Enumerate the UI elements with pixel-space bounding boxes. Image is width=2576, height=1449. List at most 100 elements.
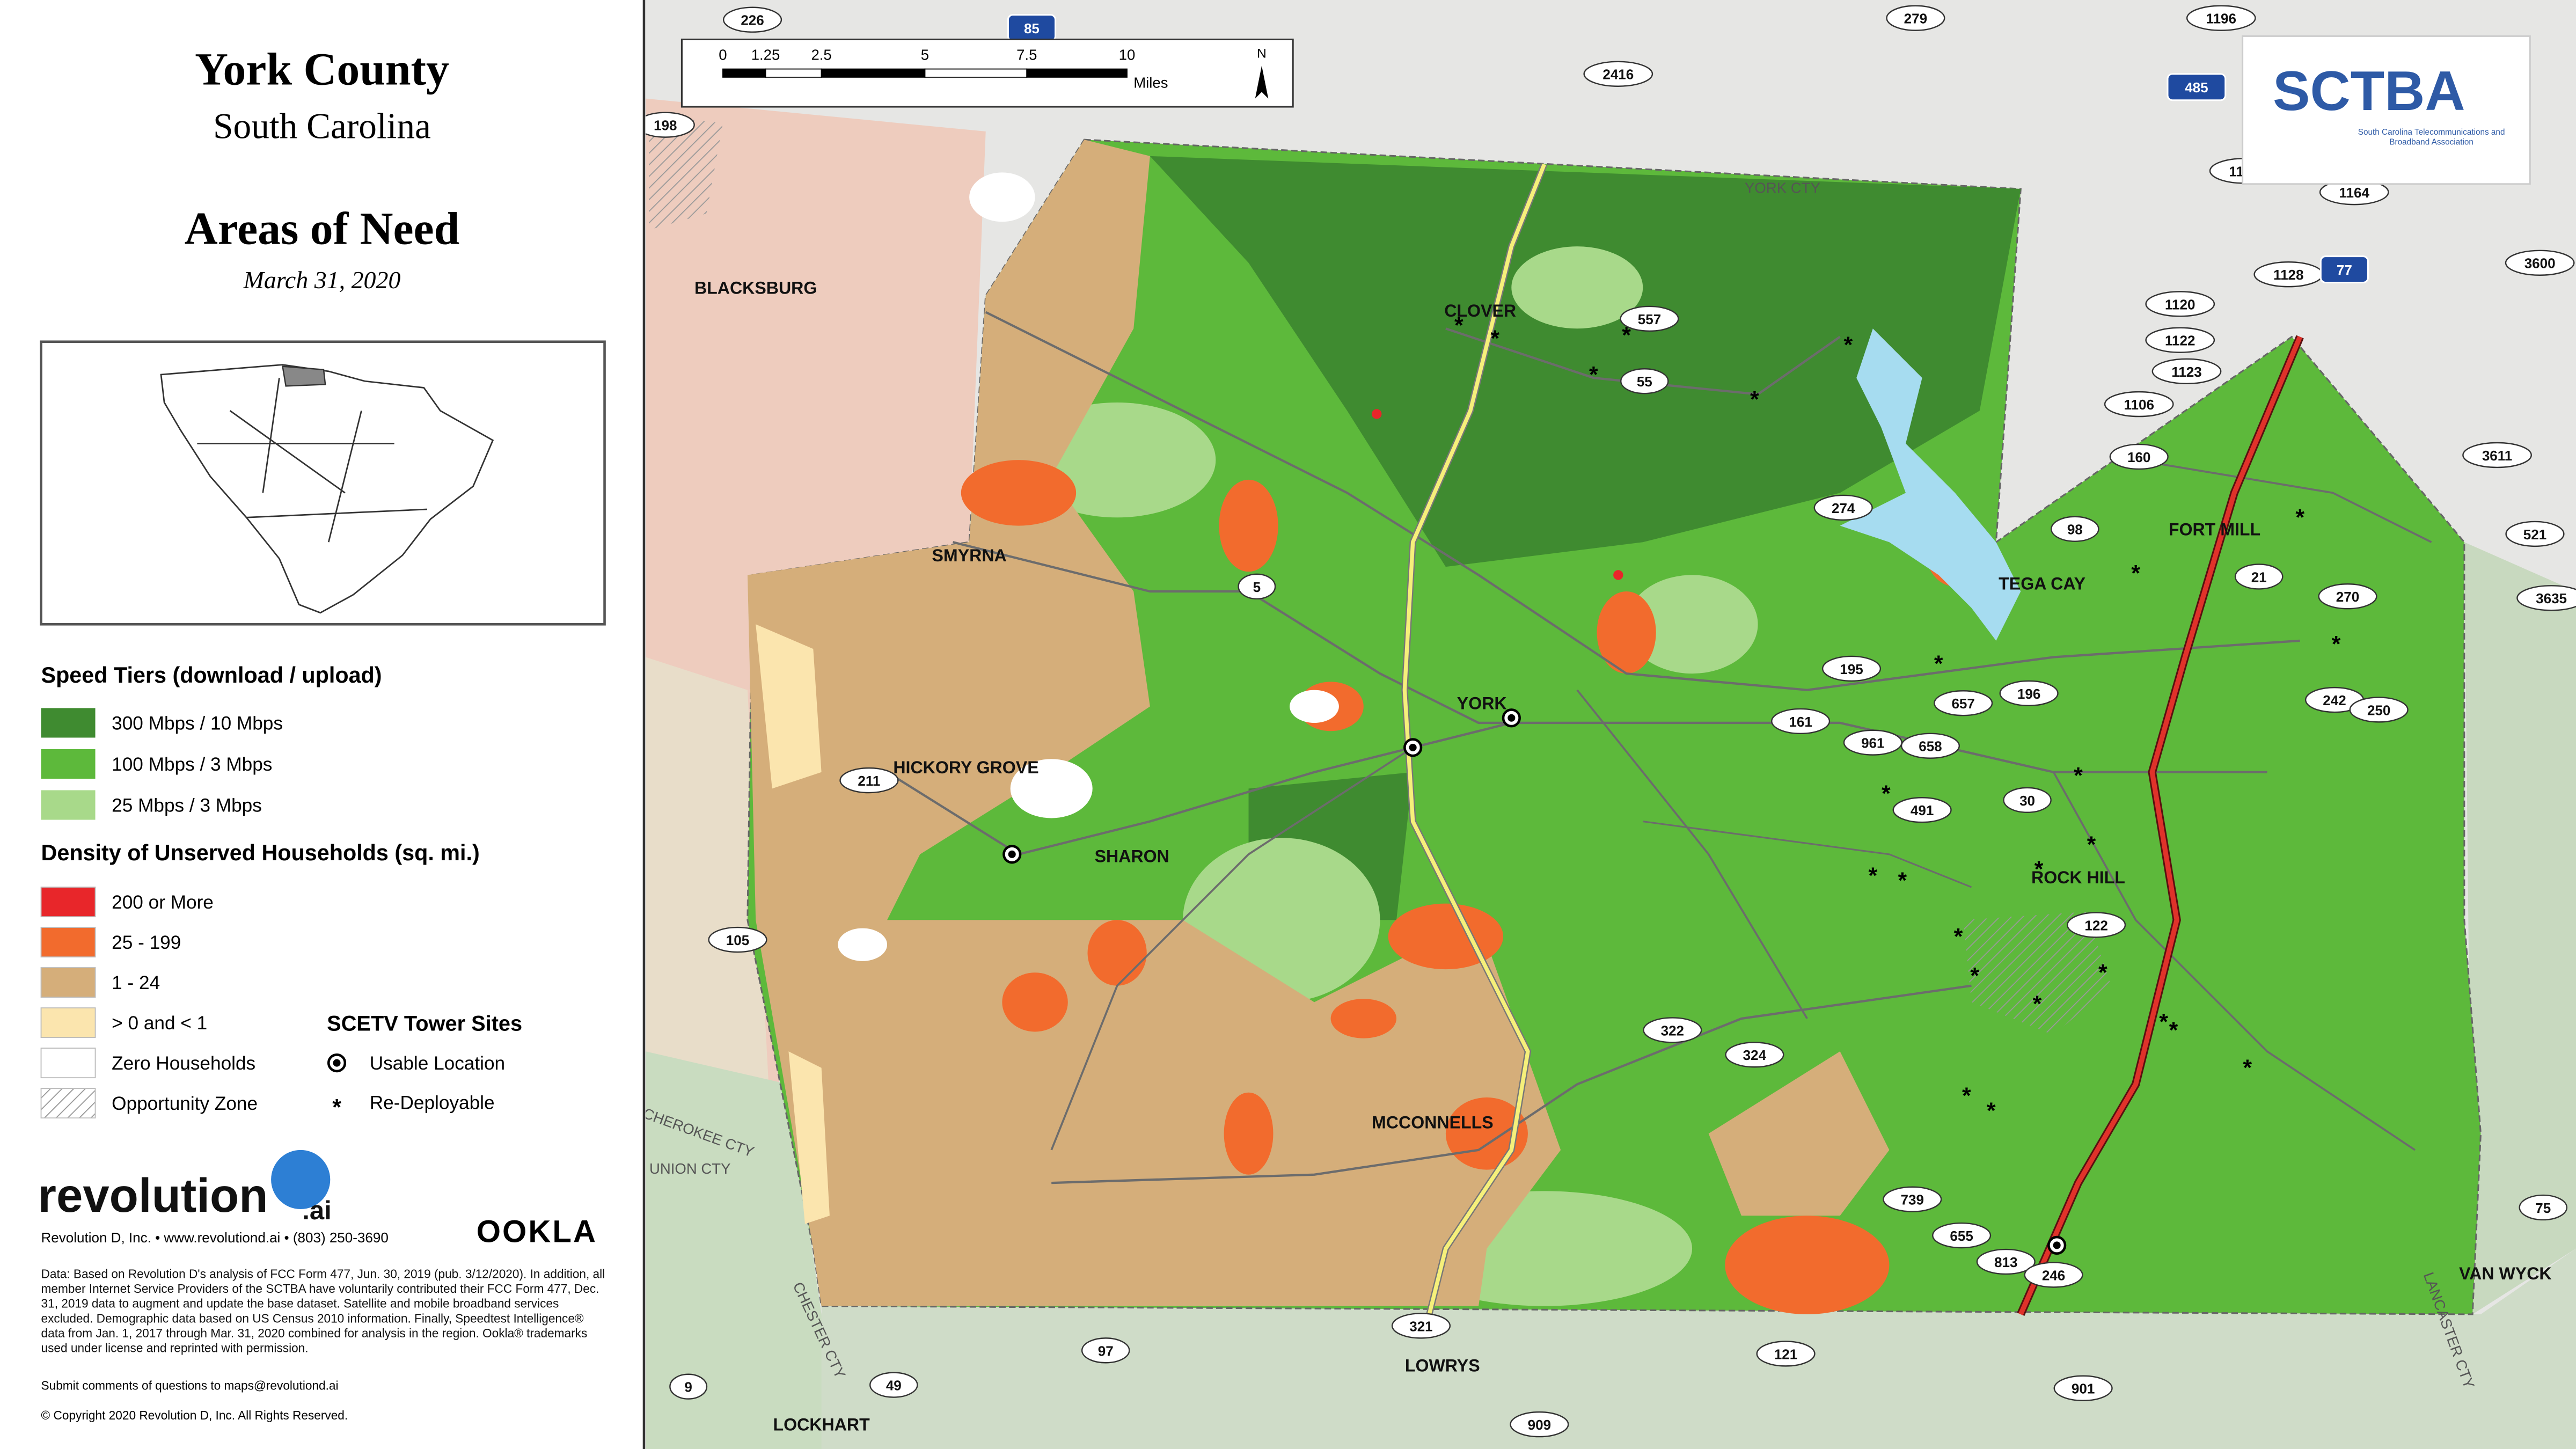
route-shield	[2167, 73, 2227, 101]
road	[1576, 689, 1808, 1019]
place-label: TEGA CAY	[1999, 574, 2085, 593]
route-number: 961	[1861, 735, 1884, 751]
tower-usable-icon	[333, 1059, 341, 1067]
density-25-199	[1002, 972, 1068, 1032]
brand-d	[271, 1150, 331, 1210]
route-number: 1164	[2339, 185, 2370, 201]
scale-segment	[765, 68, 822, 78]
zero-households	[1010, 759, 1093, 818]
re-deployable: *	[1882, 781, 1891, 807]
density-swatch	[40, 887, 96, 918]
route-shield	[1999, 680, 2059, 707]
route-shield	[1620, 305, 1679, 332]
density-title: Density of Unserved Households (sq. mi.)	[41, 840, 480, 865]
scale-segment	[1026, 68, 1128, 78]
route-number: 274	[1832, 500, 1855, 516]
place-label: BLACKSBURG	[694, 278, 817, 297]
re-deployable: *	[2035, 857, 2044, 882]
route-shield	[669, 1373, 708, 1400]
place-label: ROCK HILL	[2031, 868, 2125, 887]
re-deployable: *	[1898, 868, 1907, 894]
route-number: 55	[1637, 374, 1652, 390]
route-number: 9	[684, 1379, 692, 1395]
lake	[1840, 328, 2021, 641]
tier-25	[1626, 575, 1758, 674]
speed-swatch	[41, 790, 96, 820]
speed-label: 25 Mbps / 3 Mbps	[112, 795, 262, 816]
route-number: 1123	[2171, 364, 2201, 380]
usable-location	[1409, 743, 1417, 751]
road	[1051, 984, 1972, 1184]
route-shield	[1510, 1411, 1569, 1438]
route-number: 246	[2042, 1267, 2065, 1283]
route-number: 3600	[2524, 255, 2556, 272]
route-shield	[1886, 5, 1945, 31]
brand-suffix: .ai	[302, 1196, 331, 1225]
route-number: 270	[2336, 589, 2359, 605]
density-200-plus	[1372, 409, 1382, 419]
route-number: 122	[2084, 917, 2107, 933]
opportunity-zone	[1963, 911, 2111, 1035]
brand-contact: Revolution D, Inc. • www.revolutiond.ai …	[41, 1230, 389, 1246]
re-deployable: *	[1987, 1098, 1996, 1124]
zero-households	[838, 928, 888, 961]
route-number: 49	[886, 1378, 902, 1394]
north-label: N	[1257, 46, 1267, 61]
density-swatch	[40, 927, 96, 958]
re-deployable: *	[2033, 991, 2042, 1017]
county-label: YORK CTY	[1745, 179, 1820, 196]
scale-unit: Miles	[1133, 74, 1168, 91]
route-shield	[2051, 516, 2099, 542]
route-number: 196	[2017, 686, 2040, 702]
route-shield	[2462, 442, 2532, 469]
density-swatch	[40, 1007, 96, 1038]
density-label: Zero Households	[112, 1053, 255, 1074]
route-shield	[1892, 797, 1952, 823]
route-shield	[1643, 1017, 1702, 1043]
sctba-sub-box: South Carolina Telecommunications and Br…	[2358, 128, 2505, 148]
tier-300	[1150, 156, 2021, 567]
route-shield	[1976, 1248, 2036, 1275]
re-deployable: *	[1970, 963, 1979, 989]
route-shield	[869, 1372, 918, 1398]
highway	[1402, 163, 1546, 1315]
route-shield	[2151, 358, 2222, 385]
zero-households	[969, 172, 1035, 222]
route-number: 657	[1951, 696, 1974, 712]
route-shield	[722, 6, 782, 33]
route-shield	[1813, 494, 1873, 521]
route-number: 98	[2067, 522, 2083, 538]
density-25-199	[1725, 1216, 1890, 1314]
route-shield	[2145, 327, 2215, 353]
road	[886, 721, 1512, 856]
route-number: 160	[2127, 449, 2150, 465]
scale-segment	[722, 68, 766, 78]
usable-location	[2053, 1241, 2061, 1249]
route-shield	[2003, 787, 2052, 813]
route-number: 3635	[2536, 590, 2567, 606]
usable-location	[1008, 850, 1016, 858]
route-number: 85	[1024, 20, 1040, 36]
route-number: 242	[2323, 692, 2346, 708]
tower-label: Usable Location	[370, 1053, 505, 1074]
route-shield	[2145, 291, 2215, 317]
brand-name: revolution	[38, 1169, 268, 1222]
left-panel	[0, 0, 644, 1449]
road	[1643, 821, 1972, 888]
route-shield	[1771, 708, 1831, 735]
scale-segment	[924, 68, 1028, 78]
route-number: 1128	[2273, 267, 2303, 283]
re-deployable: *	[2243, 1055, 2252, 1081]
route-shield	[2109, 443, 2169, 470]
route-shield	[1821, 655, 1882, 682]
density-label: 25 - 199	[112, 932, 181, 953]
density-25-199	[1219, 479, 1278, 572]
speed-swatch	[41, 708, 96, 738]
route-shield	[1725, 1042, 1784, 1068]
route-number: 226	[741, 12, 764, 28]
density-25-199	[1388, 903, 1504, 970]
route-number: 521	[2523, 526, 2546, 543]
route-number: 211	[858, 773, 880, 789]
note-box: Data: Based on Revolution D's analysis o…	[41, 1267, 605, 1355]
